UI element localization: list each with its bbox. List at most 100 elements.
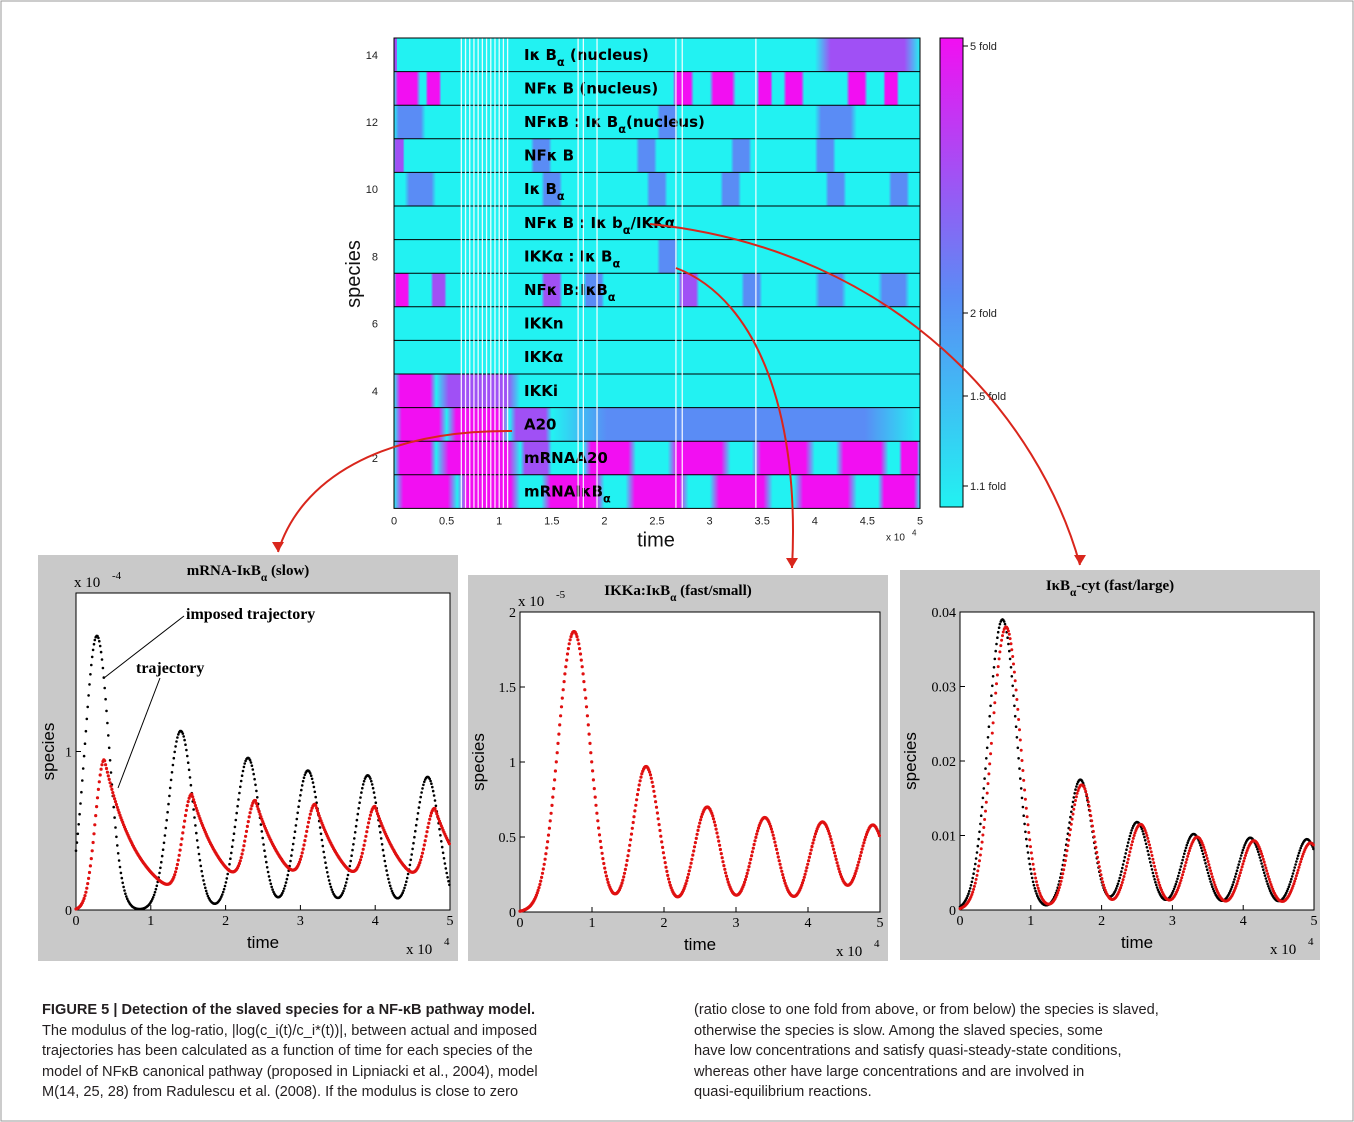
data-point — [151, 896, 155, 899]
data-point — [1205, 865, 1208, 868]
heatmap-cell — [730, 138, 752, 173]
heatmap-row: IKKα : Iκ Bα — [394, 239, 920, 274]
data-point — [271, 888, 274, 891]
data-point — [1149, 864, 1153, 868]
y-tick-label: 14 — [366, 50, 378, 62]
data-point — [1261, 857, 1265, 861]
data-point — [439, 834, 442, 837]
data-point — [1098, 869, 1102, 873]
data-point — [811, 841, 815, 845]
data-point — [1007, 642, 1010, 646]
data-point — [750, 854, 754, 858]
data-point — [233, 825, 237, 829]
data-point — [258, 812, 262, 816]
data-point — [1182, 867, 1186, 871]
data-point — [991, 675, 995, 678]
data-point — [1181, 870, 1185, 874]
data-point — [858, 854, 863, 858]
data-point — [539, 879, 543, 883]
data-point — [422, 783, 425, 787]
data-point — [343, 887, 346, 890]
data-point — [1034, 889, 1037, 893]
x-multiplier-exp: 4 — [912, 528, 917, 537]
data-point — [630, 826, 634, 830]
data-point — [175, 862, 179, 867]
y-axis-title: species — [469, 733, 488, 791]
data-point — [167, 802, 170, 806]
data-point — [190, 792, 194, 796]
data-point — [414, 829, 417, 833]
data-point — [1148, 846, 1152, 850]
series — [74, 758, 451, 911]
data-point — [809, 848, 813, 852]
data-point — [260, 817, 264, 821]
data-point — [566, 647, 571, 651]
heatmap-row-bg — [394, 306, 920, 341]
data-point — [1232, 880, 1235, 884]
data-point — [1240, 865, 1244, 869]
colorbar-label: 2 fold — [970, 308, 997, 320]
data-point — [89, 857, 93, 861]
data-point — [199, 864, 203, 868]
data-point — [222, 887, 226, 891]
data-point — [1011, 684, 1014, 688]
caption-right: (ratio close to one fold from above, or … — [694, 1000, 1334, 1103]
data-point — [242, 844, 246, 848]
data-point — [1209, 869, 1213, 873]
data-point — [192, 798, 196, 802]
data-point — [1029, 845, 1032, 849]
data-point — [74, 849, 78, 852]
data-point — [362, 843, 366, 847]
data-point — [1070, 805, 1074, 808]
data-point — [78, 812, 81, 816]
y-tick-label: 1 — [509, 756, 516, 771]
data-point — [983, 777, 986, 780]
data-point — [1069, 822, 1073, 826]
data-point — [800, 883, 804, 887]
data-point — [1131, 826, 1134, 830]
y-tick-label: 0 — [509, 906, 516, 921]
data-point — [380, 843, 384, 846]
data-point — [810, 844, 814, 849]
data-point — [98, 773, 102, 777]
data-point — [1023, 797, 1027, 801]
data-point — [1009, 666, 1013, 669]
x-multiplier: x 10 — [406, 942, 432, 958]
data-point — [85, 717, 89, 721]
data-point — [717, 839, 721, 843]
data-point — [1290, 886, 1294, 890]
data-point — [1122, 875, 1126, 878]
data-point — [368, 813, 372, 817]
data-point — [1016, 746, 1020, 750]
data-point — [425, 830, 429, 834]
data-point — [1023, 822, 1026, 826]
y-tick-label: 2 — [372, 453, 378, 465]
data-point — [1269, 883, 1273, 886]
data-point — [629, 838, 633, 842]
data-point — [94, 814, 98, 818]
data-point — [264, 855, 267, 858]
data-point — [1208, 877, 1212, 881]
data-point — [1179, 879, 1183, 882]
data-point — [1133, 831, 1137, 835]
data-point — [748, 861, 752, 865]
data-point — [985, 757, 988, 760]
data-point — [1121, 866, 1124, 870]
data-point — [185, 748, 188, 752]
data-point — [807, 859, 811, 863]
data-point — [587, 732, 591, 736]
data-point — [1143, 835, 1146, 839]
data-point — [633, 809, 637, 813]
data-point — [778, 862, 782, 866]
data-point — [1014, 688, 1018, 692]
row-label: NFκ B:IκBα — [524, 281, 616, 304]
data-point — [1294, 877, 1298, 881]
data-point — [358, 861, 362, 865]
data-point — [263, 849, 266, 852]
data-point — [240, 852, 244, 856]
data-point — [97, 636, 100, 640]
data-point — [1124, 852, 1127, 855]
data-point — [832, 847, 836, 851]
data-point — [978, 853, 982, 857]
data-point — [1243, 844, 1246, 847]
